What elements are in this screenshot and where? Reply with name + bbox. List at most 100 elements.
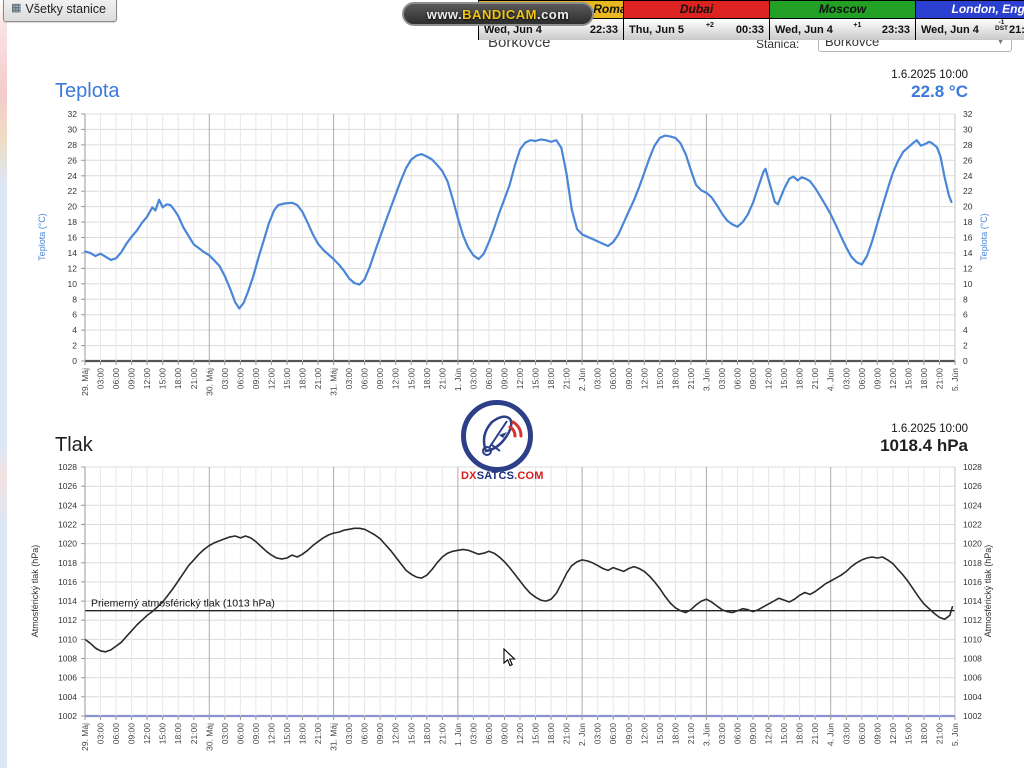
clock-dst-flag: -1 DST [995,19,1008,32]
clock-panel-dubai: Dubai Thu, Jun 5 +2 00:33 [624,0,770,40]
temperature-chart-title: Teplota [55,80,120,102]
svg-text:03:00: 03:00 [841,368,851,390]
svg-text:15:00: 15:00 [282,723,292,745]
svg-text:15:00: 15:00 [531,723,541,745]
svg-text:06:00: 06:00 [235,368,245,390]
svg-text:06:00: 06:00 [857,368,867,390]
svg-text:24: 24 [963,171,973,181]
svg-text:12: 12 [68,263,78,273]
svg-text:15:00: 15:00 [406,368,416,390]
svg-text:21:00: 21:00 [437,368,447,390]
svg-text:03:00: 03:00 [468,723,478,745]
clock-date: Wed, Jun 4 [921,23,979,36]
clock-city-moscow: Moscow [770,1,915,19]
svg-text:1022: 1022 [58,520,77,530]
svg-text:03:00: 03:00 [717,368,727,390]
svg-text:21:00: 21:00 [189,368,199,390]
clock-panel-london: London, England Wed, Jun 4 -1 DST 21:33 [916,0,1024,40]
svg-text:18: 18 [68,217,78,227]
svg-text:31. Máj: 31. Máj [329,723,339,751]
svg-text:06:00: 06:00 [111,723,121,745]
pressure-reading-value: 1018.4 hPa [880,436,968,455]
temperature-y-axis-label-left: Teplota (°C) [37,213,47,261]
svg-text:12:00: 12:00 [391,368,401,390]
svg-text:21:00: 21:00 [313,723,323,745]
svg-text:15:00: 15:00 [655,723,665,745]
svg-text:21:00: 21:00 [437,723,447,745]
clock-date: Thu, Jun 5 [629,23,684,36]
svg-text:1002: 1002 [963,711,982,721]
pressure-y-axis-label-left: Atmosférický tlak (hPa) [30,544,40,638]
svg-text:21:00: 21:00 [189,723,199,745]
svg-text:03:00: 03:00 [717,723,727,745]
pressure-current-reading: 1.6.2025 10:00 1018.4 hPa [880,423,968,456]
watermark-com: .com [536,6,570,22]
pressure-reading-timestamp: 1.6.2025 10:00 [891,423,968,435]
svg-text:3. Jún: 3. Jún [701,368,711,391]
svg-text:22: 22 [963,186,973,196]
svg-text:1020: 1020 [963,539,982,549]
svg-text:24: 24 [68,171,78,181]
svg-text:12:00: 12:00 [142,723,152,745]
pressure-line [84,527,954,653]
svg-text:4: 4 [72,325,77,335]
svg-text:2. Jún: 2. Jún [577,368,587,391]
svg-text:1006: 1006 [58,673,77,683]
svg-text:29. Máj: 29. Máj [80,723,90,751]
svg-text:1008: 1008 [58,654,77,664]
svg-text:18:00: 18:00 [670,368,680,390]
pressure-y-axis-label-right: Atmosférický tlak (hPa) [983,544,993,638]
svg-text:09:00: 09:00 [748,723,758,745]
svg-text:18:00: 18:00 [422,723,432,745]
svg-text:2. Jún: 2. Jún [577,723,587,746]
grid-icon: ▦ [11,2,22,14]
svg-text:1024: 1024 [963,500,982,510]
svg-text:12:00: 12:00 [639,723,649,745]
svg-text:18:00: 18:00 [173,723,183,745]
svg-text:1010: 1010 [58,634,77,644]
svg-text:1028: 1028 [58,462,77,472]
svg-text:12:00: 12:00 [888,723,898,745]
svg-text:09:00: 09:00 [127,368,137,390]
svg-text:15:00: 15:00 [779,723,789,745]
temperature-current-reading: 1.6.2025 10:00 22.8 °C [891,69,968,102]
svg-text:06:00: 06:00 [733,368,743,390]
svg-text:18:00: 18:00 [173,368,183,390]
svg-text:06:00: 06:00 [484,723,494,745]
window-edge [0,0,7,768]
svg-text:6: 6 [963,310,968,320]
svg-text:14: 14 [68,248,78,258]
svg-text:15:00: 15:00 [903,723,913,745]
svg-text:09:00: 09:00 [624,723,634,745]
svg-text:09:00: 09:00 [375,723,385,745]
svg-text:1024: 1024 [58,500,77,510]
svg-text:18:00: 18:00 [298,368,308,390]
svg-text:4. Jún: 4. Jún [826,368,836,391]
svg-text:2: 2 [72,341,77,351]
svg-text:28: 28 [68,140,78,150]
all-stations-button[interactable]: ▦ Všetky stanice [3,0,117,22]
svg-text:09:00: 09:00 [375,368,385,390]
svg-text:21:00: 21:00 [935,723,945,745]
clock-utc-offset: +2 [705,22,714,29]
svg-text:1. Jún: 1. Jún [453,723,463,746]
svg-text:1008: 1008 [963,654,982,664]
svg-text:03:00: 03:00 [220,723,230,745]
watermark-brand: BANDICAM [462,6,537,22]
svg-text:10: 10 [963,279,973,289]
svg-text:15:00: 15:00 [158,368,168,390]
svg-text:12:00: 12:00 [266,723,276,745]
svg-text:06:00: 06:00 [111,368,121,390]
dxsatcs-logo: DXSATCS.COM [461,400,544,482]
svg-text:06:00: 06:00 [360,368,370,390]
dxsatcs-logo-text: DXSATCS.COM [461,470,544,482]
svg-text:29. Máj: 29. Máj [80,368,90,396]
svg-text:1020: 1020 [58,539,77,549]
svg-text:15:00: 15:00 [158,723,168,745]
satellite-dish-icon [461,400,533,472]
temperature-reading-timestamp: 1.6.2025 10:00 [891,69,968,81]
svg-text:30: 30 [68,124,78,134]
svg-text:20: 20 [68,202,78,212]
clock-panel-moscow: Moscow Wed, Jun 4 +1 23:33 [770,0,916,40]
svg-text:03:00: 03:00 [468,368,478,390]
